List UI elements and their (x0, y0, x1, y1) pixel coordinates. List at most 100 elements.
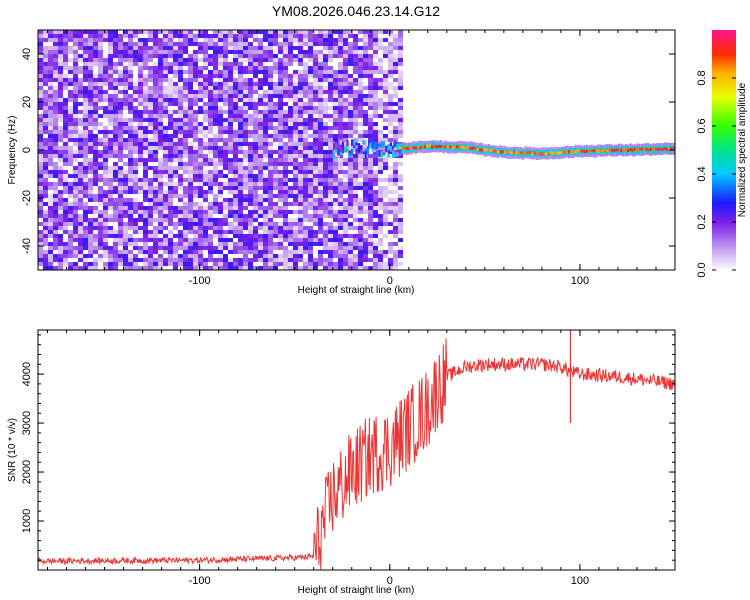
heatmap-noise-cell (263, 234, 268, 238)
heatmap-noise-cell (198, 222, 203, 226)
heatmap-noise-cell (118, 190, 123, 194)
heatmap-noise-cell (173, 62, 178, 66)
heatmap-noise-cell (158, 142, 163, 146)
heatmap-noise-cell (233, 82, 238, 86)
heatmap-noise-cell (143, 98, 148, 102)
heatmap-noise-cell (178, 118, 183, 122)
heatmap-noise-cell (398, 254, 403, 258)
heatmap-noise-cell (238, 218, 243, 222)
heatmap-noise-cell (243, 214, 248, 218)
heatmap-noise-cell (103, 218, 108, 222)
heatmap-carrier-cell (348, 153, 351, 158)
heatmap-noise-cell (148, 206, 153, 210)
heatmap-noise-cell (118, 122, 123, 126)
heatmap-noise-cell (373, 178, 378, 182)
heatmap-noise-cell (183, 94, 188, 98)
heatmap-noise-cell (238, 262, 243, 266)
heatmap-noise-cell (358, 230, 363, 234)
heatmap-noise-cell (238, 106, 243, 110)
heatmap-noise-cell (193, 194, 198, 198)
heatmap-noise-cell (43, 82, 48, 86)
heatmap-noise-cell (88, 94, 93, 98)
heatmap-noise-cell (93, 158, 98, 162)
heatmap-noise-cell (78, 58, 83, 62)
heatmap-noise-cell (93, 102, 98, 106)
heatmap-noise-cell (113, 246, 118, 250)
heatmap-noise-cell (398, 186, 403, 190)
heatmap-noise-cell (193, 258, 198, 262)
heatmap-noise-cell (83, 126, 88, 130)
heatmap-noise-cell (48, 250, 53, 254)
heatmap-noise-cell (183, 34, 188, 38)
heatmap-noise-cell (243, 126, 248, 130)
heatmap-noise-cell (393, 66, 398, 70)
heatmap-noise-cell (388, 42, 393, 46)
heatmap-noise-cell (178, 178, 183, 182)
heatmap-noise-cell (333, 250, 338, 254)
heatmap-noise-cell (38, 138, 43, 142)
heatmap-noise-cell (98, 166, 103, 170)
heatmap-noise-cell (373, 250, 378, 254)
heatmap-noise-cell (293, 138, 298, 142)
heatmap-noise-cell (368, 194, 373, 198)
heatmap-noise-cell (48, 138, 53, 142)
heatmap-noise-cell (208, 186, 213, 190)
heatmap-noise-cell (268, 94, 273, 98)
heatmap-noise-cell (273, 130, 278, 134)
heatmap-noise-cell (133, 46, 138, 50)
heatmap-noise-cell (398, 226, 403, 230)
heatmap-noise-cell (228, 190, 233, 194)
heatmap-noise-cell (118, 158, 123, 162)
heatmap-noise-cell (118, 214, 123, 218)
heatmap-noise-cell (83, 154, 88, 158)
heatmap-noise-cell (73, 150, 78, 154)
heatmap-noise-cell (113, 170, 118, 174)
heatmap-noise-cell (313, 110, 318, 114)
heatmap-noise-cell (108, 266, 113, 270)
heatmap-noise-cell (303, 166, 308, 170)
heatmap-noise-cell (373, 206, 378, 210)
heatmap-noise-cell (393, 126, 398, 130)
heatmap-noise-cell (113, 218, 118, 222)
heatmap-carrier-cell (389, 146, 392, 152)
heatmap-carrier-cell (346, 139, 349, 147)
heatmap-noise-cell (108, 262, 113, 266)
heatmap-noise-cell (173, 174, 178, 178)
heatmap-noise-cell (273, 178, 278, 182)
heatmap-noise-cell (308, 74, 313, 78)
heatmap-noise-cell (323, 42, 328, 46)
heatmap-carrier-cell (392, 145, 395, 149)
heatmap-noise-cell (168, 218, 173, 222)
heatmap-noise-cell (288, 130, 293, 134)
heatmap-noise-cell (233, 102, 238, 106)
heatmap-noise-cell (388, 30, 393, 34)
heatmap-noise-cell (348, 86, 353, 90)
heatmap-noise-cell (153, 106, 158, 110)
heatmap-noise-cell (183, 30, 188, 34)
heatmap-noise-cell (333, 162, 338, 166)
heatmap-noise-cell (118, 226, 123, 230)
heatmap-noise-cell (208, 38, 213, 42)
heatmap-noise-cell (343, 174, 348, 178)
heatmap-noise-cell (78, 146, 83, 150)
heatmap-noise-cell (263, 38, 268, 42)
heatmap-carrier-cell (408, 147, 411, 150)
heatmap-noise-cell (173, 118, 178, 122)
heatmap-noise-cell (58, 150, 63, 154)
heatmap-noise-cell (83, 214, 88, 218)
heatmap-noise-cell (263, 178, 268, 182)
heatmap-noise-cell (168, 154, 173, 158)
heatmap-noise-cell (183, 90, 188, 94)
heatmap-noise-cell (193, 166, 198, 170)
heatmap-noise-cell (48, 94, 53, 98)
heatmap-noise-cell (228, 230, 233, 234)
heatmap-noise-cell (313, 222, 318, 226)
heatmap-noise-cell (248, 214, 253, 218)
heatmap-noise-cell (353, 202, 358, 206)
heatmap-noise-cell (388, 86, 393, 90)
heatmap-carrier-cell (652, 147, 655, 151)
heatmap-noise-cell (38, 178, 43, 182)
heatmap-noise-cell (348, 174, 353, 178)
heatmap-noise-cell (278, 74, 283, 78)
